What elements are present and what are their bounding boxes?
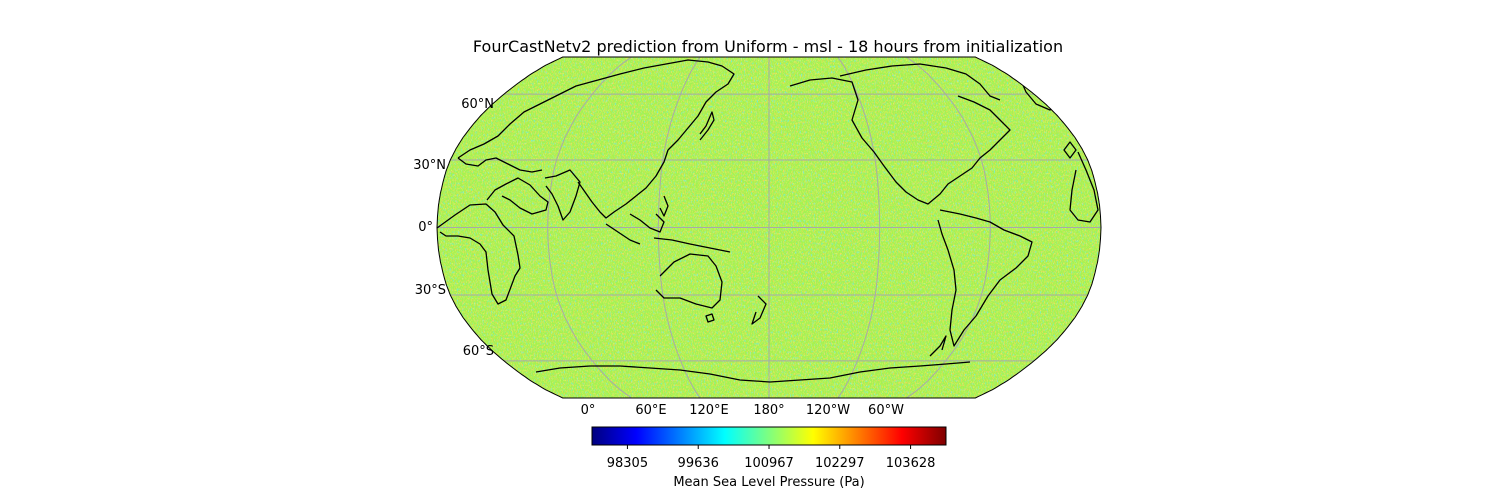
coast-new-zealand	[751, 295, 767, 325]
globe-outline	[436, 56, 1102, 399]
coast-arabia	[486, 177, 549, 215]
meridian-gridline	[906, 57, 991, 398]
colorbar-tick-label: 100967	[744, 456, 794, 471]
latitude-label: 30°N	[413, 158, 446, 173]
coast-philippines	[659, 195, 669, 217]
coast-east-asia	[577, 149, 669, 219]
colorbar-gradient	[591, 426, 947, 446]
colorbar-tick-label: 103628	[886, 456, 936, 471]
longitude-label: 120°W	[806, 403, 850, 418]
longitude-label: 0°	[581, 403, 596, 418]
coastlines	[437, 59, 1099, 383]
colorbar-ticks: 98305 99636 100967 102297 103628	[607, 445, 936, 471]
longitude-label: 60°E	[635, 403, 666, 418]
longitude-label: 180°	[753, 403, 784, 418]
colorbar: 98305 99636 100967 102297 103628 Mean Sea Le…	[591, 426, 947, 490]
coast-antarctica	[535, 361, 971, 383]
latitude-label: 60°S	[463, 344, 494, 359]
meridian-gridline	[837, 57, 881, 398]
coast-antarctic-peninsula	[929, 335, 947, 357]
coast-west-africa-east-edge	[1069, 151, 1099, 223]
latitude-label: 30°S	[415, 283, 446, 298]
gridlines	[437, 57, 1101, 398]
map-panel: 60°N 30°N 0° 30°S 60°S 0° 60°E 120°E 180° 120°W 6…	[413, 56, 1102, 418]
coast-eurasia-north	[457, 59, 735, 159]
latitude-labels: 60°N 30°N 0° 30°S 60°S	[413, 97, 494, 359]
longitude-labels: 0° 60°E 120°E 180° 120°W 60°W	[581, 403, 904, 418]
coast-tasmania	[705, 313, 715, 323]
coast-europe-south	[457, 157, 543, 173]
coast-uk	[1063, 141, 1077, 159]
colorbar-tick-label: 102297	[815, 456, 865, 471]
longitude-label: 120°E	[689, 403, 729, 418]
coast-indonesia-2	[629, 213, 665, 233]
latitude-label: 60°N	[461, 97, 494, 112]
latitude-label: 0°	[418, 220, 433, 235]
coast-indonesia-3	[653, 237, 731, 253]
coast-indonesia-1	[605, 223, 641, 245]
meridian-gridline	[547, 57, 632, 398]
colorbar-tick-label: 99636	[678, 456, 719, 471]
coast-south-america	[937, 209, 1033, 347]
colorbar-tick-label: 98305	[607, 456, 648, 471]
coast-north-america	[789, 77, 1011, 205]
coast-india	[544, 169, 581, 221]
coast-canada-arctic	[839, 63, 1001, 101]
longitude-label: 60°W	[868, 403, 904, 418]
coast-africa	[437, 203, 521, 305]
coast-australia	[655, 253, 723, 309]
colorbar-label: Mean Sea Level Pressure (Pa)	[673, 475, 864, 490]
plot-title: FourCastNetv2 prediction from Uniform - …	[473, 37, 1063, 56]
coast-japan	[699, 111, 715, 141]
meridian-gridline	[657, 57, 701, 398]
